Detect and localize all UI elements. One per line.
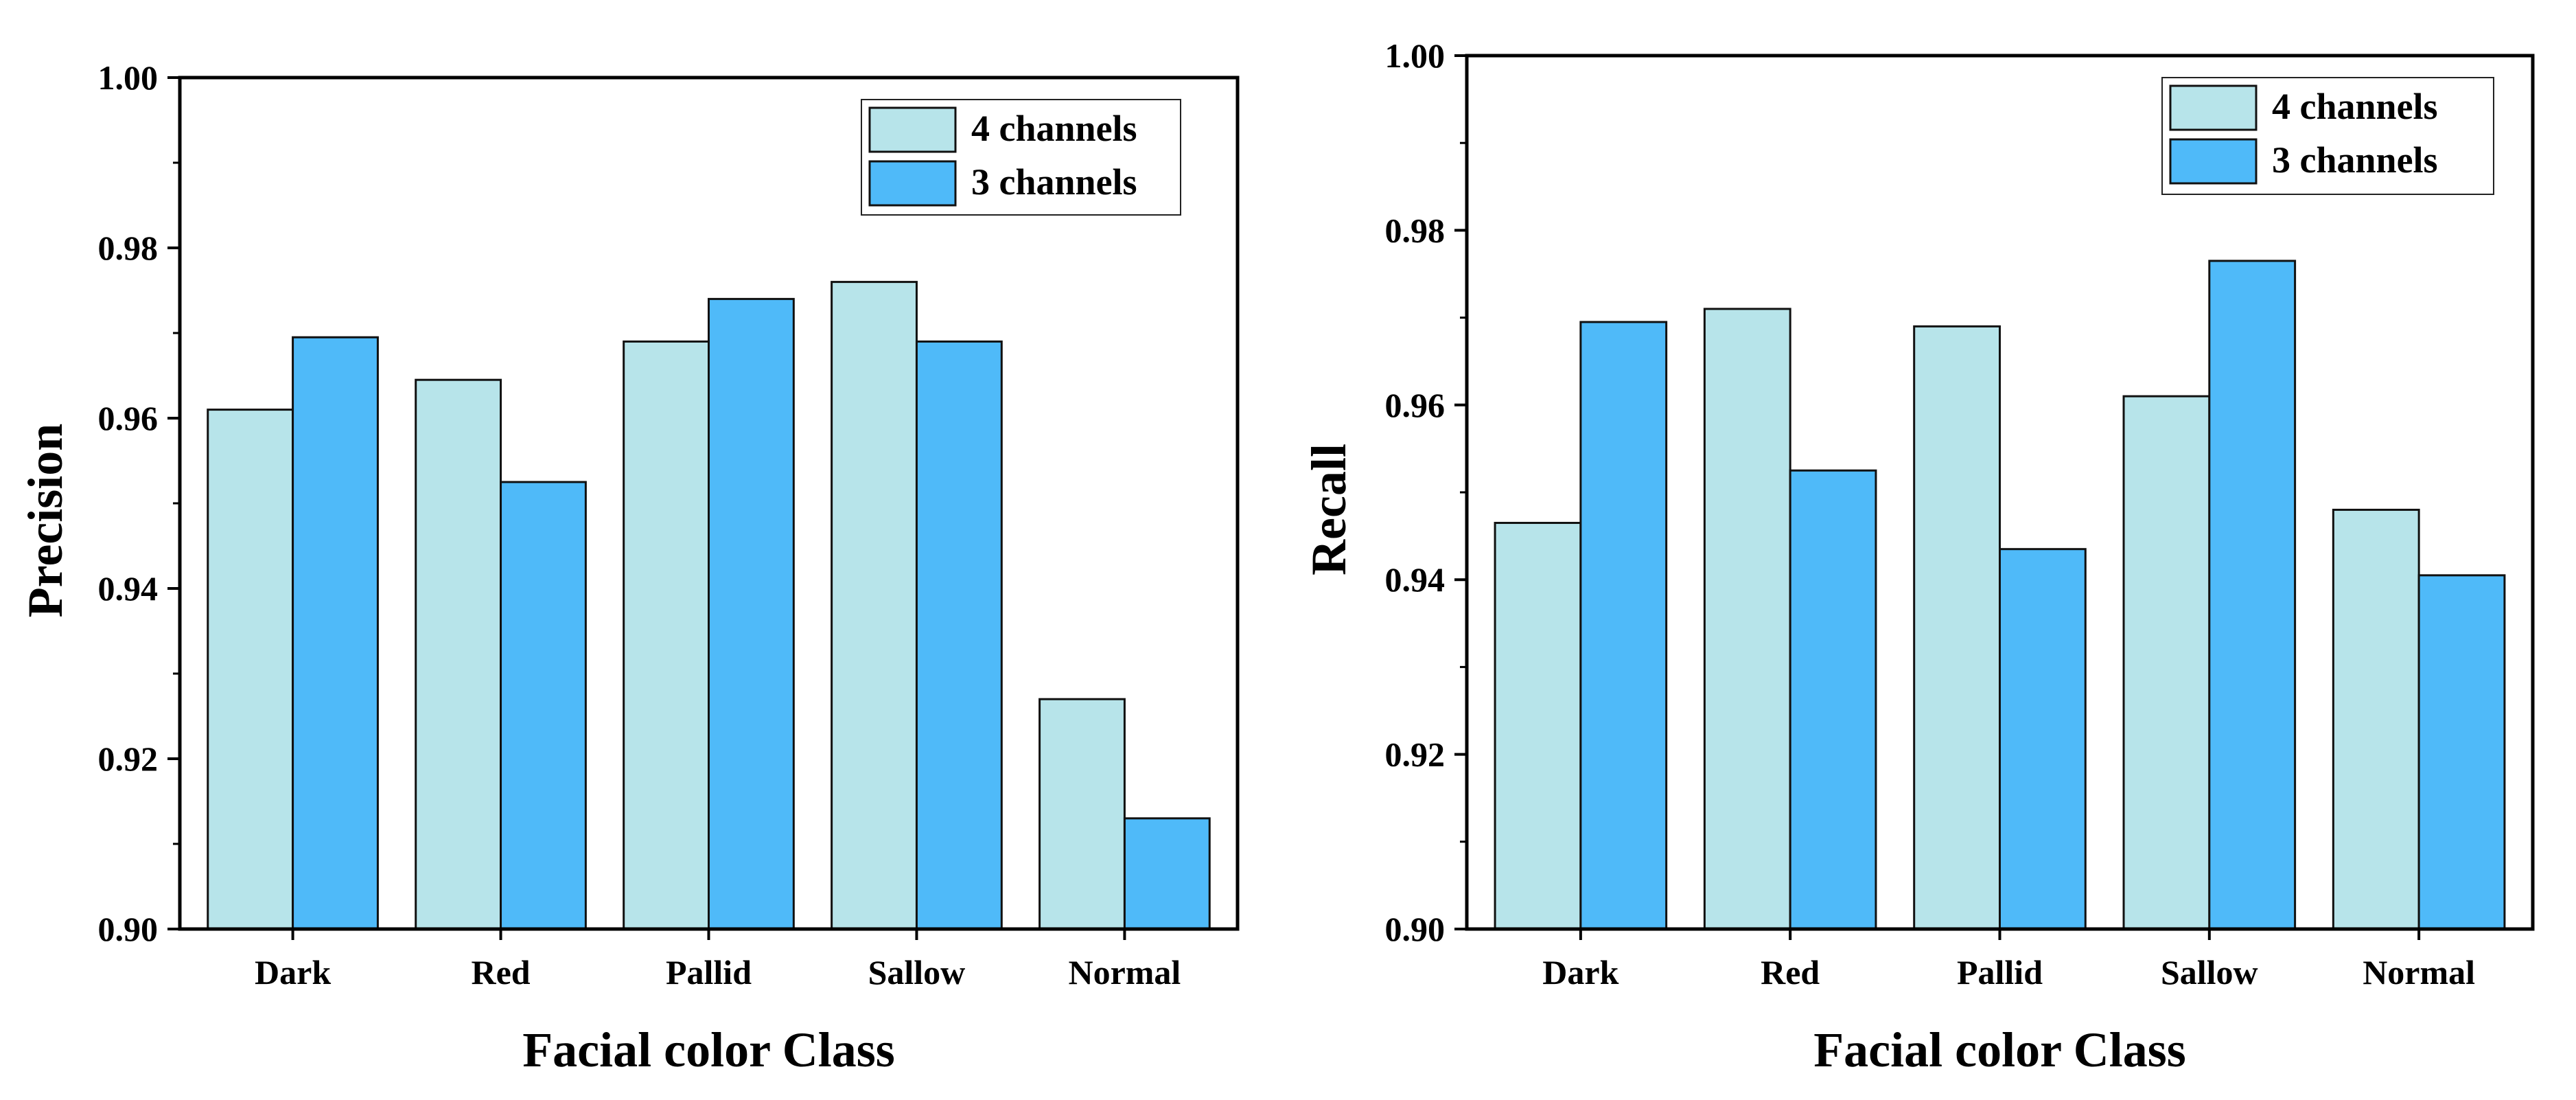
bar-normal-4ch — [1038, 698, 1126, 930]
y-tick-label: 0.92 — [98, 740, 159, 778]
bar-red-3ch — [1789, 469, 1877, 930]
bar-pallid-4ch — [1913, 325, 2001, 930]
x-tick-label: Dark — [255, 953, 331, 992]
y-tick-label: 0.96 — [1385, 386, 1446, 424]
x-tick-label: Normal — [1068, 953, 1181, 992]
x-axis-label: Facial color Class — [522, 1022, 895, 1077]
y-tick-label: 0.96 — [98, 399, 159, 437]
bar-sallow-4ch — [2122, 395, 2211, 930]
y-tick-label: 0.92 — [1385, 735, 1446, 774]
y-tick-label: 0.90 — [1385, 910, 1446, 948]
bar-sallow-3ch — [915, 340, 1003, 930]
legend-label: 3 channels — [971, 161, 1137, 203]
legend-swatch-4ch — [868, 106, 957, 153]
x-tick-label: Dark — [1542, 953, 1618, 992]
bar-sallow-4ch — [831, 281, 918, 930]
bar-red-3ch — [500, 481, 587, 930]
y-tick-label: 0.98 — [98, 229, 159, 267]
bar-pallid-3ch — [1999, 548, 2087, 930]
y-axis-label: Precision — [18, 424, 73, 618]
bar-pallid-3ch — [708, 297, 795, 930]
x-axis-label: Facial color Class — [1813, 1022, 2186, 1077]
bar-dark-4ch — [207, 409, 294, 930]
bar-dark-4ch — [1494, 522, 1582, 930]
x-tick-label: Red — [471, 953, 530, 992]
bar-dark-3ch — [292, 336, 379, 930]
y-axis-label: Recall — [1301, 444, 1356, 575]
recall-chart: Dark Red Pallid Sallow Normal 0.90 0.92 0.94 0.9… — [1301, 36, 2535, 1077]
legend: 4 channels 3 channels — [861, 99, 1181, 216]
x-tick-label: Normal — [2363, 953, 2475, 992]
y-tick-label: 0.98 — [1385, 211, 1446, 249]
bar-pallid-4ch — [623, 340, 710, 930]
y-tick-label: 1.00 — [98, 58, 159, 97]
legend-swatch-3ch — [868, 160, 957, 207]
legend-label: 4 channels — [971, 108, 1137, 149]
x-tick-label: Pallid — [666, 953, 752, 992]
y-tick-label: 0.94 — [1385, 560, 1446, 599]
x-tick-label: Red — [1761, 953, 1820, 992]
legend-swatch-4ch — [2169, 84, 2258, 131]
x-tick-label: Pallid — [1957, 953, 2043, 992]
legend-label: 3 channels — [2272, 139, 2438, 181]
legend-swatch-3ch — [2169, 138, 2258, 185]
plot-frame — [1465, 54, 2535, 931]
bar-normal-3ch — [2417, 574, 2506, 930]
plot-frame — [178, 76, 1240, 931]
x-tick-label: Sallow — [2161, 953, 2258, 992]
bar-dark-3ch — [1579, 321, 1668, 930]
y-tick-label: 0.94 — [98, 569, 159, 608]
precision-chart: Dark Red Pallid Sallow Normal 0.90 0.92 0.94 0.9… — [18, 58, 1240, 1077]
legend: 4 channels 3 channels — [2161, 77, 2494, 195]
y-tick-label: 1.00 — [1385, 36, 1446, 75]
y-tick-label: 0.90 — [98, 910, 159, 948]
x-tick-label: Sallow — [868, 953, 966, 992]
bar-sallow-3ch — [2208, 260, 2297, 930]
bar-red-4ch — [1703, 308, 1791, 930]
bar-normal-4ch — [2332, 508, 2420, 930]
bar-red-4ch — [415, 378, 502, 930]
legend-label: 4 channels — [2272, 86, 2438, 127]
bar-normal-3ch — [1123, 817, 1211, 930]
